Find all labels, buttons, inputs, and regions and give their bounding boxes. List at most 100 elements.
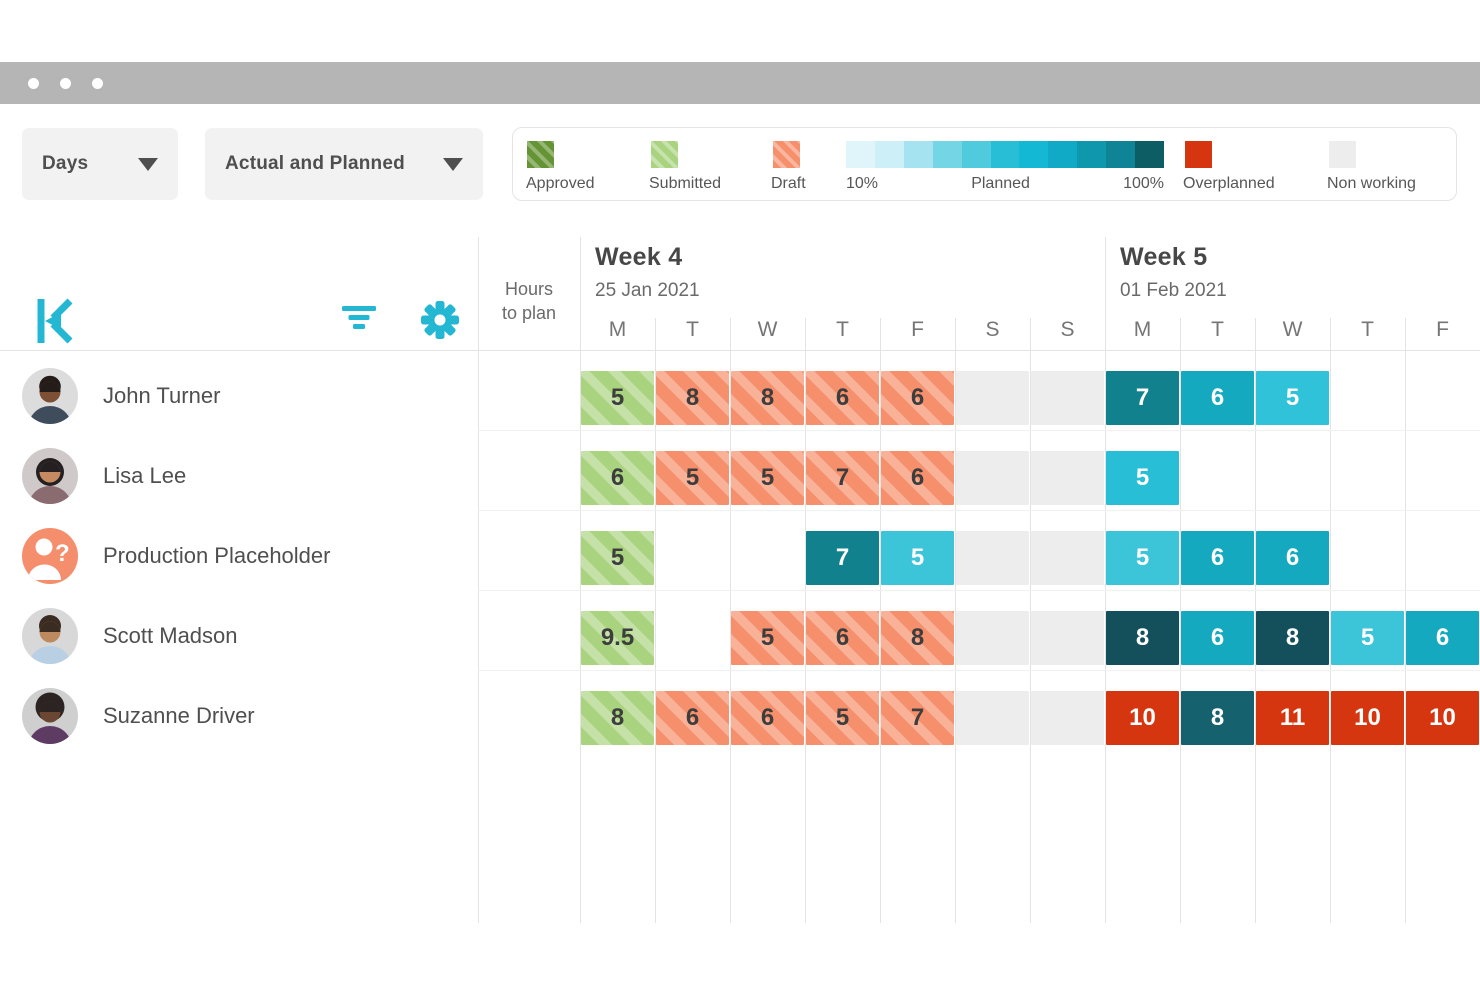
schedule-cell[interactable]: 9.5 [581,611,654,665]
schedule-cell[interactable]: 6 [1406,611,1479,665]
schedule-cell[interactable]: 5 [806,691,879,745]
view-mode-dropdown[interactable]: Days [22,128,178,200]
schedule-cell[interactable]: 8 [1256,611,1329,665]
data-mode-dropdown[interactable]: Actual and Planned [205,128,483,200]
schedule-cell[interactable]: 6 [581,451,654,505]
schedule-cell[interactable] [956,371,1029,425]
planned-gradient-step [1135,141,1164,168]
avatar [22,608,78,664]
planned-gradient-step [903,141,933,168]
avatar [22,688,78,744]
gear-icon[interactable] [420,300,460,345]
app-logo-icon [36,297,74,350]
day-letter: S [1060,318,1075,341]
grid-line [1105,237,1106,923]
grid-line [478,670,1480,671]
resource-name: John Turner [103,383,221,408]
schedule-cell[interactable]: 6 [806,371,879,425]
day-letter: T [1361,318,1374,341]
schedule-cell[interactable]: 6 [1181,531,1254,585]
grid-line [580,237,581,923]
week-5-header: Week 5 01 Feb 2021 [1120,243,1227,302]
grid-line [1255,318,1256,923]
grid-line [1180,318,1181,923]
schedule-cell[interactable] [1031,691,1104,745]
schedule-cell[interactable] [1031,531,1104,585]
schedule-cell[interactable]: 5 [881,531,954,585]
schedule-cell[interactable]: 7 [806,451,879,505]
grid-line [1405,318,1406,923]
grid-line [1330,318,1331,923]
schedule-cell[interactable]: 8 [1106,611,1179,665]
legend: Approved Submitted Draft 10% Planned 100… [512,127,1457,201]
schedule-cell[interactable]: 5 [731,451,804,505]
schedule-cell[interactable]: 6 [1181,371,1254,425]
resource-name: Lisa Lee [103,463,187,488]
day-letter: F [1436,318,1449,341]
schedule-cell[interactable] [956,611,1029,665]
window-dot [60,78,71,89]
day-letter: W [1282,318,1303,341]
grid-line [805,318,806,923]
schedule-cell[interactable]: 6 [731,691,804,745]
week-4-header: Week 4 25 Jan 2021 [595,243,700,302]
schedule-cell[interactable]: 5 [731,611,804,665]
grid-line [478,237,479,923]
schedule-cell[interactable] [1031,371,1104,425]
schedule-cell[interactable]: 5 [1256,371,1329,425]
planned-gradient-labels: 10% Planned 100% [846,175,1164,193]
schedule-cell[interactable]: 5 [1106,531,1179,585]
resource-name: Suzanne Driver [103,703,255,728]
schedule-cell[interactable]: 10 [1106,691,1179,745]
schedule-cell[interactable]: 10 [1331,691,1404,745]
schedule-cell[interactable] [1031,611,1104,665]
week-4-title: Week 4 [595,243,683,271]
approved-swatch [527,141,554,168]
schedule-cell[interactable]: 8 [881,611,954,665]
grid-line [730,318,731,923]
schedule-cell[interactable]: 6 [881,451,954,505]
grid-line [1030,318,1031,923]
schedule-cell[interactable]: 8 [1181,691,1254,745]
schedule-cell[interactable] [956,691,1029,745]
planned-gradient-step [1106,141,1136,168]
schedule-cell[interactable]: 6 [1256,531,1329,585]
schedule-cell[interactable]: 5 [581,371,654,425]
schedule-cell[interactable]: 8 [581,691,654,745]
week-5-date: 01 Feb 2021 [1120,280,1227,301]
schedule-cell[interactable]: 8 [656,371,729,425]
chevron-down-icon [138,157,158,171]
grid-line [0,350,1480,351]
schedule-cell[interactable]: 10 [1406,691,1479,745]
view-mode-dropdown-value: Days [42,153,89,174]
schedule-cell[interactable]: 5 [656,451,729,505]
window-titlebar [0,62,1480,104]
schedule-cell[interactable]: 5 [1106,451,1179,505]
schedule-cell[interactable]: 7 [881,691,954,745]
schedule-cell[interactable]: 6 [656,691,729,745]
grid-line [478,590,1480,591]
schedule-cell[interactable]: 6 [1181,611,1254,665]
schedule-cell[interactable] [956,531,1029,585]
day-letter: M [608,318,627,341]
schedule-cell[interactable]: 11 [1256,691,1329,745]
planned-gradient-step [874,141,904,168]
schedule-cell[interactable] [956,451,1029,505]
schedule-cell[interactable]: 5 [1331,611,1404,665]
window-dot [92,78,103,89]
schedule-cell[interactable]: 6 [806,611,879,665]
grid-line [655,318,656,923]
schedule-cell[interactable]: 7 [1106,371,1179,425]
planned-gradient-step [961,141,991,168]
schedule-cell[interactable] [1031,451,1104,505]
schedule-cell[interactable]: 5 [581,531,654,585]
filter-icon[interactable] [342,306,376,337]
schedule-cell[interactable]: 6 [881,371,954,425]
day-letter: M [1133,318,1152,341]
svg-text:?: ? [55,540,70,567]
day-letter: T [836,318,849,341]
planned-mid-label: Planned [971,175,1030,192]
week-4-date: 25 Jan 2021 [595,280,700,301]
schedule-cell[interactable]: 7 [806,531,879,585]
schedule-cell[interactable]: 8 [731,371,804,425]
